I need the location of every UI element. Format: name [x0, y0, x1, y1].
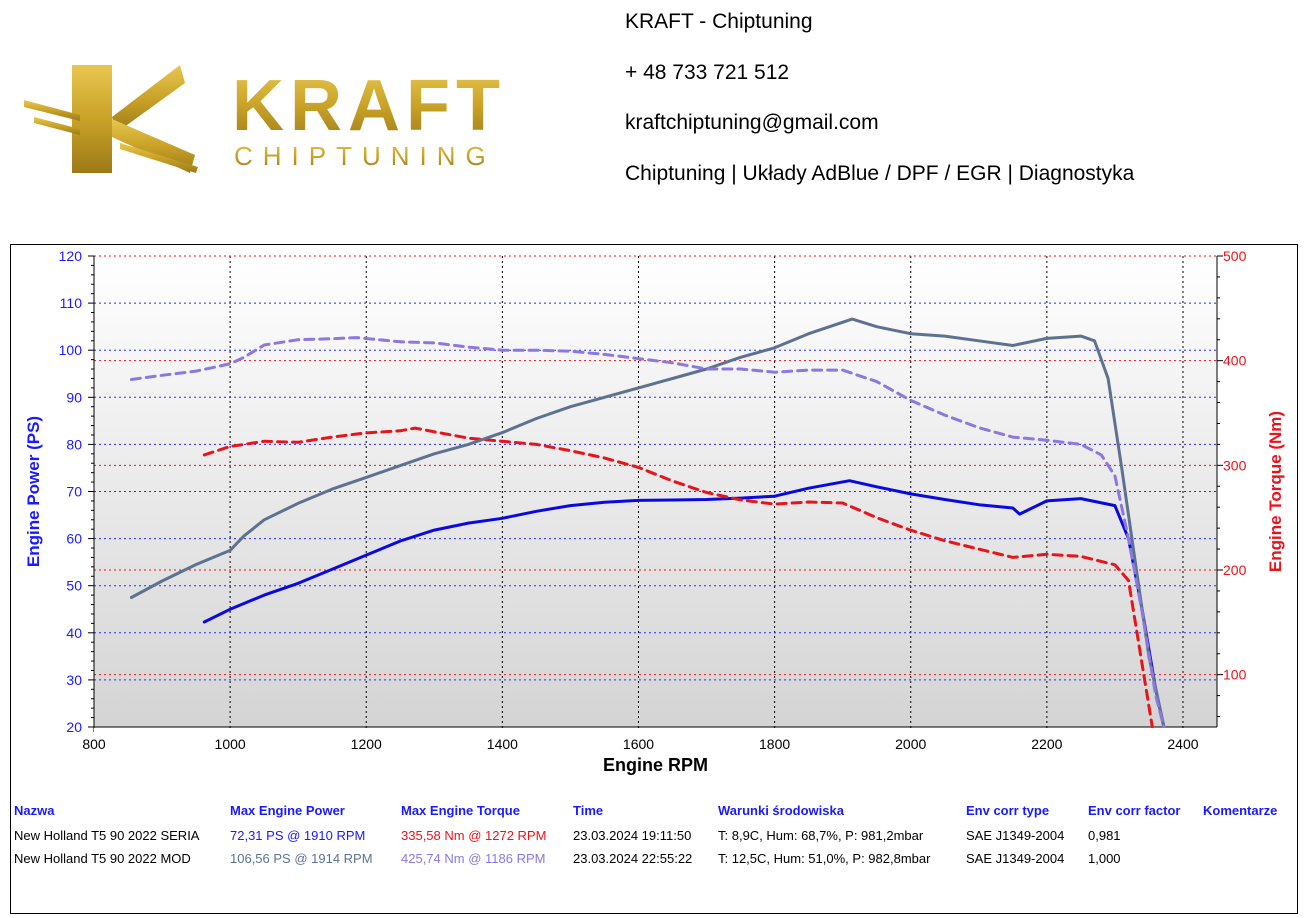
logo-emblem: [24, 65, 198, 173]
row-time: 23.03.2024 22:55:22: [573, 851, 693, 866]
row-corr-type: SAE J1349-2004: [966, 851, 1065, 866]
x-axis-title: Engine RPM: [603, 755, 708, 775]
x-tick-label: 1400: [487, 736, 518, 752]
series-line-mod-power: [129, 317, 1166, 729]
x-tick-label: 1000: [215, 736, 246, 752]
col-max-torque: Max Engine Torque: [401, 803, 520, 818]
x-axis-mask: [94, 728, 1217, 732]
row-power: 72,31 PS @ 1910 RPM: [230, 828, 366, 843]
logo-sub: CHIPTUNING: [234, 141, 496, 171]
y-left-tick-label: 110: [60, 295, 83, 311]
row-corr-type: SAE J1349-2004: [966, 828, 1065, 843]
row-torque: 335,58 Nm @ 1272 RPM: [401, 828, 547, 843]
y-left-tick-label: 20: [66, 719, 82, 735]
series-line-seria-torque: [202, 426, 1154, 729]
y-right-tick-label: 500: [1223, 248, 1247, 264]
y-left-tick-label: 40: [66, 625, 82, 641]
row-corr-factor: 0,981: [1088, 828, 1121, 843]
row-conditions: T: 8,9C, Hum: 68,7%, P: 981,2mbar: [718, 828, 924, 843]
x-tick-label: 2200: [1031, 736, 1062, 752]
y-right-tick-label: 300: [1223, 457, 1247, 473]
logo-word: KRAFT: [232, 66, 506, 146]
row-power: 106,56 PS @ 1914 RPM: [230, 851, 373, 866]
col-corr-factor: Env corr factor: [1088, 803, 1181, 818]
col-max-power: Max Engine Power: [230, 803, 345, 818]
row-corr-factor: 1,000: [1088, 851, 1121, 866]
y-left-tick-label: 120: [59, 248, 83, 264]
services-line: Chiptuning | Układy AdBlue / DPF / EGR |…: [625, 161, 1135, 185]
y-left-tick-label: 90: [66, 389, 82, 405]
row-torque: 425,74 Nm @ 1186 RPM: [401, 851, 546, 866]
col-time: Time: [573, 803, 604, 818]
x-tick-label: 1800: [759, 736, 790, 752]
row-name: New Holland T5 90 2022 MOD: [14, 851, 191, 866]
y-left-tick-label: 70: [66, 484, 82, 500]
x-tick-label: 2400: [1167, 736, 1198, 752]
series-line-mod-torque: [129, 336, 1166, 729]
x-tick-label: 1200: [351, 736, 382, 752]
col-corr-type: Env corr type: [966, 803, 1050, 818]
y-left-tick-label: 80: [66, 436, 82, 452]
contact-info: KRAFT - Chiptuning + 48 733 721 512 kraf…: [625, 8, 1134, 210]
email-address: kraftchiptuning@gmail.com: [625, 111, 879, 134]
y-left-axis-title: Engine Power (PS): [24, 416, 43, 567]
col-name: Nazwa: [14, 803, 55, 818]
legend-row-seria: New Holland T5 90 2022 SERIA 72,31 PS @ …: [11, 828, 1296, 846]
y-right-tick-label: 200: [1223, 562, 1247, 578]
legend-header: Nazwa Max Engine Power Max Engine Torque…: [11, 803, 1296, 821]
x-tick-label: 2000: [895, 736, 926, 752]
company-name: KRAFT - Chiptuning: [625, 10, 813, 33]
col-comments: Komentarze: [1203, 803, 1278, 818]
kraft-logo: KRAFT CHIPTUNING: [24, 65, 506, 173]
y-right-tick-label: 400: [1223, 353, 1247, 369]
col-conditions: Warunki środowiska: [718, 803, 844, 818]
y-left-tick-label: 60: [66, 531, 82, 547]
y-left-tick-label: 50: [66, 578, 82, 594]
y-left-tick-label: 100: [59, 342, 83, 358]
dyno-report: 800 1000 1200 1400 1600 1800 2000 2200 2400 20 30 4…: [10, 244, 1298, 914]
x-tick-label: 1600: [623, 736, 654, 752]
phone-number: + 48 733 721 512: [625, 60, 790, 84]
row-conditions: T: 12,5C, Hum: 51,0%, P: 982,8mbar: [718, 851, 931, 866]
row-time: 23.03.2024 19:11:50: [573, 828, 692, 843]
y-right-axis-title: Engine Torque (Nm): [1266, 411, 1285, 572]
y-right-tick-label: 100: [1223, 667, 1247, 683]
y-left-tick-label: 30: [66, 672, 82, 688]
dyno-chart: 800 1000 1200 1400 1600 1800 2000 2200 2400 20 30 4…: [24, 248, 1285, 775]
legend-row-mod: New Holland T5 90 2022 MOD 106,56 PS @ 1…: [11, 851, 1296, 869]
series-line-seria-power: [202, 479, 1166, 729]
row-name: New Holland T5 90 2022 SERIA: [14, 828, 200, 843]
x-tick-label: 800: [82, 736, 106, 752]
